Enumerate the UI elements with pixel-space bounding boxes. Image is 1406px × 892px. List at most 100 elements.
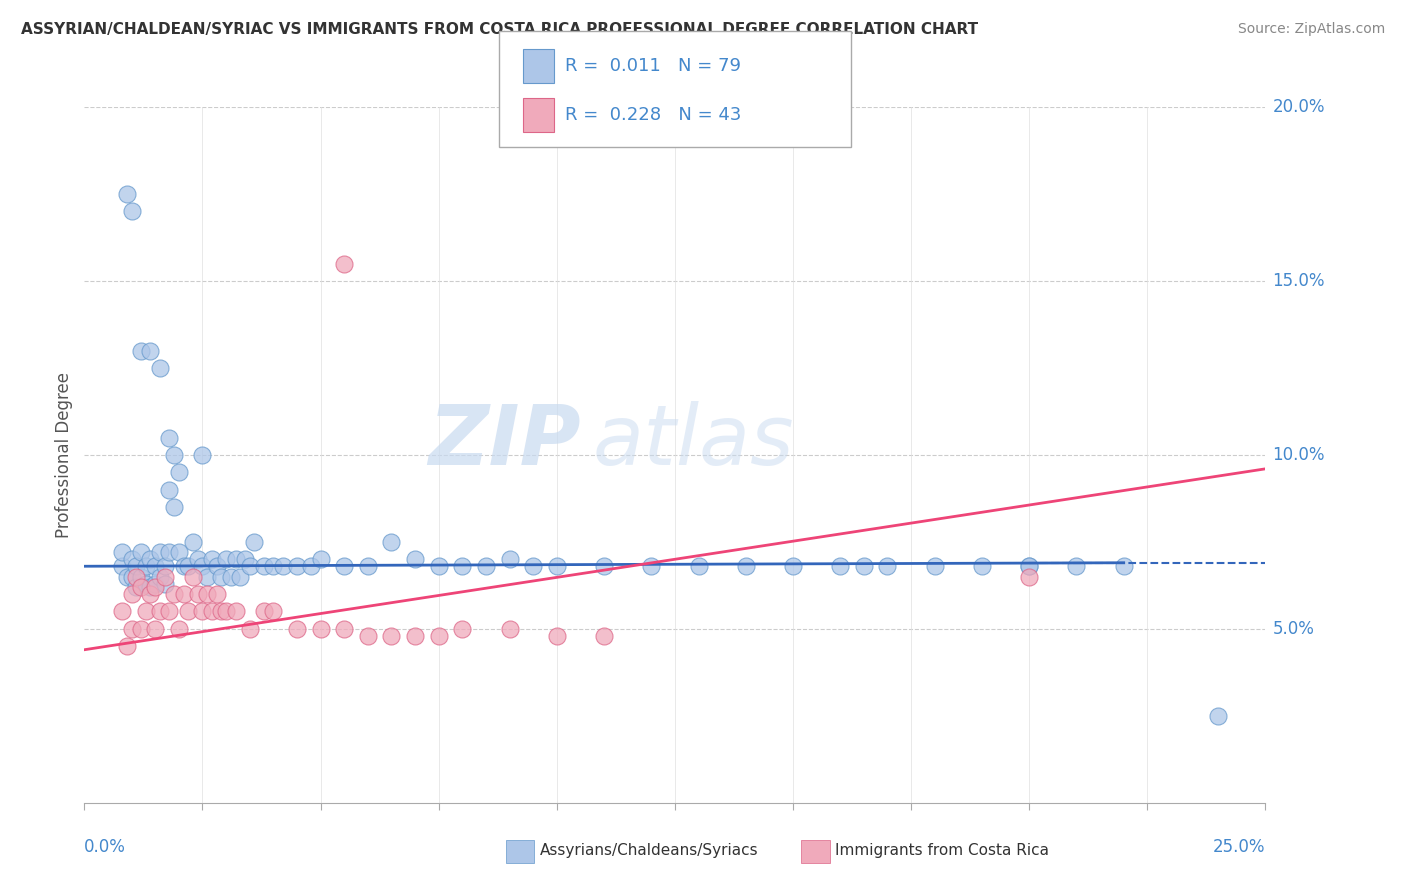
Point xyxy=(187,552,209,566)
Point xyxy=(239,622,262,636)
Point xyxy=(121,587,143,601)
Point xyxy=(357,559,380,574)
Point xyxy=(143,622,166,636)
Point xyxy=(143,559,166,574)
Point xyxy=(285,559,308,574)
Point xyxy=(195,587,218,601)
Point xyxy=(157,605,180,619)
Text: 20.0%: 20.0% xyxy=(1272,98,1324,116)
Point xyxy=(111,605,134,619)
Point xyxy=(309,552,332,566)
Point xyxy=(830,559,852,574)
Point xyxy=(201,605,224,619)
Point xyxy=(475,559,498,574)
Point xyxy=(195,570,218,584)
Point xyxy=(135,576,157,591)
Point xyxy=(451,559,474,574)
Point xyxy=(149,360,172,375)
Point xyxy=(333,256,356,270)
Point xyxy=(1018,559,1040,574)
Point xyxy=(139,580,162,594)
Point xyxy=(404,629,426,643)
Point xyxy=(593,629,616,643)
Y-axis label: Professional Degree: Professional Degree xyxy=(55,372,73,538)
Point xyxy=(129,545,152,559)
Point xyxy=(157,431,180,445)
Point xyxy=(121,622,143,636)
Text: 0.0%: 0.0% xyxy=(84,838,127,856)
Point xyxy=(135,559,157,574)
Point xyxy=(225,605,247,619)
Point xyxy=(167,545,190,559)
Point xyxy=(333,622,356,636)
Point xyxy=(309,622,332,636)
Text: Immigrants from Costa Rica: Immigrants from Costa Rica xyxy=(835,844,1049,858)
Point xyxy=(139,587,162,601)
Point xyxy=(191,605,214,619)
Point xyxy=(427,629,450,643)
Point xyxy=(191,559,214,574)
Point xyxy=(357,629,380,643)
Point xyxy=(380,629,402,643)
Point xyxy=(219,570,242,584)
Point xyxy=(191,448,214,462)
Point xyxy=(153,570,176,584)
Point xyxy=(451,622,474,636)
Point xyxy=(115,570,138,584)
Point xyxy=(125,580,148,594)
Point xyxy=(546,559,568,574)
Point xyxy=(153,576,176,591)
Point xyxy=(1066,559,1088,574)
Point xyxy=(239,559,262,574)
Point xyxy=(143,576,166,591)
Point xyxy=(129,622,152,636)
Point xyxy=(640,559,662,574)
Point xyxy=(262,605,284,619)
Point xyxy=(181,534,204,549)
Point xyxy=(215,552,238,566)
Point xyxy=(173,587,195,601)
Point xyxy=(215,605,238,619)
Point xyxy=(129,343,152,358)
Point xyxy=(129,580,152,594)
Text: R =  0.228   N = 43: R = 0.228 N = 43 xyxy=(565,106,741,124)
Text: 25.0%: 25.0% xyxy=(1213,838,1265,856)
Point xyxy=(593,559,616,574)
Point xyxy=(143,580,166,594)
Point xyxy=(233,552,256,566)
Point xyxy=(163,500,186,514)
Point xyxy=(125,570,148,584)
Point xyxy=(115,187,138,202)
Point xyxy=(121,552,143,566)
Point xyxy=(1018,559,1040,574)
Point xyxy=(111,559,134,574)
Point xyxy=(121,204,143,219)
Point xyxy=(522,559,544,574)
Point xyxy=(225,552,247,566)
Point xyxy=(181,570,204,584)
Point xyxy=(167,622,190,636)
Point xyxy=(380,534,402,549)
Point xyxy=(139,343,162,358)
Point xyxy=(205,587,228,601)
Point xyxy=(153,559,176,574)
Point xyxy=(209,570,232,584)
Point xyxy=(115,639,138,653)
Point xyxy=(299,559,322,574)
Point xyxy=(173,559,195,574)
Point xyxy=(163,587,186,601)
Point xyxy=(427,559,450,574)
Point xyxy=(924,559,946,574)
Point xyxy=(157,545,180,559)
Point xyxy=(163,448,186,462)
Point xyxy=(129,570,152,584)
Point xyxy=(243,534,266,549)
Point xyxy=(285,622,308,636)
Point xyxy=(209,605,232,619)
Point xyxy=(139,552,162,566)
Point xyxy=(201,552,224,566)
Point xyxy=(229,570,252,584)
Point xyxy=(253,605,276,619)
Point xyxy=(135,605,157,619)
Point xyxy=(271,559,294,574)
